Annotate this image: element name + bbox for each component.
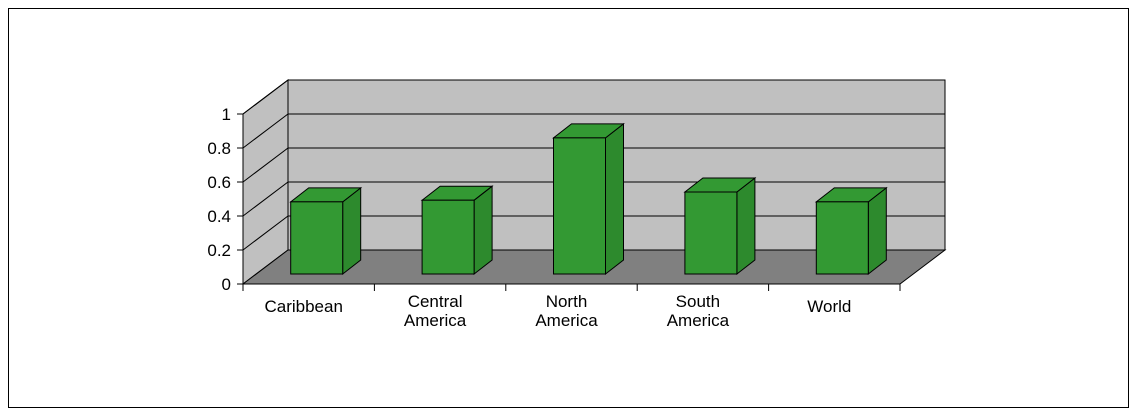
gridline xyxy=(242,147,945,183)
gridline xyxy=(242,113,945,149)
x-tick-label: World xyxy=(807,297,851,316)
bar xyxy=(421,199,475,275)
y-tick-label: 0.2 xyxy=(207,241,231,260)
bar-side xyxy=(342,186,362,276)
y-tick-label: 1 xyxy=(222,105,231,124)
bar xyxy=(815,201,869,275)
bar-side xyxy=(736,176,756,276)
bar xyxy=(290,201,344,275)
bar xyxy=(684,191,738,275)
x-tick-label: Central xyxy=(408,292,463,311)
x-tick-label: Caribbean xyxy=(264,297,342,316)
bar-side xyxy=(867,186,887,276)
y-tick-label: 0 xyxy=(222,275,231,294)
y-tick-label: 0.4 xyxy=(207,207,231,226)
y-tick-label: 0.6 xyxy=(207,173,231,192)
bar xyxy=(553,137,606,275)
x-tick-label: America xyxy=(667,311,730,330)
bar-side xyxy=(473,185,493,276)
side-wall xyxy=(242,78,289,286)
bar-side xyxy=(605,122,624,276)
x-tick-label: America xyxy=(535,311,598,330)
y-tick-label: 0.8 xyxy=(207,139,231,158)
x-tick-label: North xyxy=(546,292,588,311)
gridline xyxy=(242,79,945,115)
x-tick-label: South xyxy=(676,292,720,311)
x-tick-label: America xyxy=(404,311,467,330)
